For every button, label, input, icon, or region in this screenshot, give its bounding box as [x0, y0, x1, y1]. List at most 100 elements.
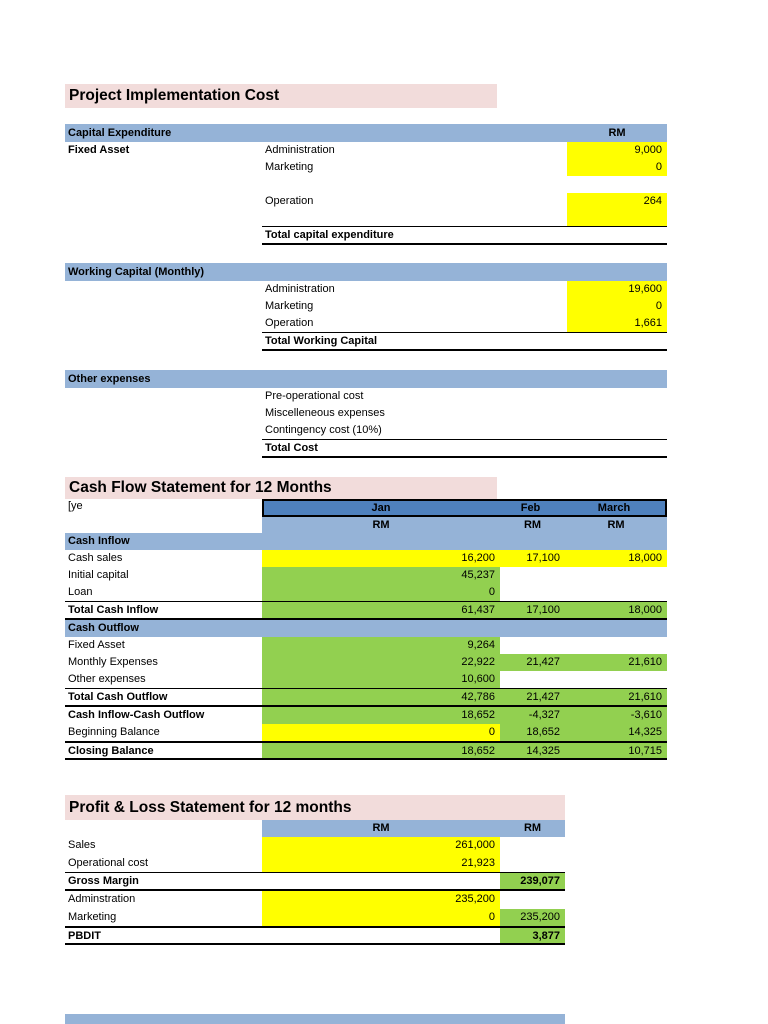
total-label: Closing Balance — [68, 745, 154, 757]
profit-loss-table: RM RM Sales 261,000 Operational cost 21,… — [65, 820, 565, 945]
empty-cell — [500, 637, 565, 654]
unit-label: RM — [262, 820, 500, 837]
table-row: Fixed Asset 9,264 — [65, 637, 667, 654]
input-cell: 19,600 — [567, 281, 667, 298]
total-row: Total Cost — [65, 439, 667, 458]
table-row: Contingency cost (10%) — [65, 422, 667, 439]
total-label: Total Cash Inflow — [68, 604, 159, 616]
total-row: Total capital expenditure — [65, 226, 667, 245]
row-label: Operation — [265, 195, 314, 207]
row-label: Operational cost — [68, 856, 149, 869]
total-label: Gross Margin — [68, 875, 139, 887]
input-cell: 264 — [567, 193, 667, 210]
empty-cell — [500, 891, 565, 909]
input-cell: 16,200 — [262, 550, 500, 567]
calc-cell: 14,325 — [565, 724, 667, 741]
empty-cell — [500, 671, 565, 688]
capex-header-row: Capital Expenditure RM — [65, 124, 667, 142]
row-label: Loan — [68, 586, 93, 598]
table-row: Initial capital 45,237 — [65, 567, 667, 584]
cash-outflow-header-label: Cash Outflow — [68, 622, 139, 634]
table-row: Cash sales 16,200 17,100 18,000 — [65, 550, 667, 567]
row-label: Marketing — [265, 300, 314, 312]
row-label: Cash Inflow-Cash Outflow — [68, 709, 205, 721]
table-row: Cash Inflow-Cash Outflow 18,652 -4,327 -… — [65, 707, 667, 724]
next-section-band-cutoff — [65, 1014, 565, 1024]
other-expenses-table: Other expenses Pre-operational cost Misc… — [65, 370, 667, 458]
table-row: Fixed Asset Administration 9,000 — [65, 142, 667, 159]
row-label: Beginning Balance — [68, 726, 160, 738]
working-capital-header-label: Working Capital (Monthly) — [68, 266, 205, 278]
other-expenses-header-row: Other expenses — [65, 370, 667, 388]
capex-header-label: Capital Expenditure — [68, 127, 172, 139]
total-row: PBDIT 3,877 — [65, 926, 565, 945]
month-header-feb: Feb — [520, 502, 541, 514]
row-label: Initial capital — [68, 569, 129, 581]
table-row: Administration 19,600 — [65, 281, 667, 298]
row-label: Miscelleneous expenses — [265, 407, 385, 419]
row-label: Fixed Asset — [68, 639, 125, 651]
calc-cell: 21,610 — [565, 654, 667, 671]
unit-label: RM — [565, 517, 667, 533]
total-label: Total capital expenditure — [265, 229, 394, 241]
unit-label: RM — [262, 517, 500, 533]
empty-cell — [500, 837, 565, 855]
table-row: Other expenses 10,600 — [65, 671, 667, 688]
unit-header-row: RM RM RM — [65, 517, 667, 533]
table-row: Operation 1,661 — [65, 315, 667, 332]
capex-unit-label: RM — [608, 127, 626, 139]
cash-inflow-header-row: Cash Inflow — [65, 533, 667, 550]
table-row: Marketing 0 235,200 — [65, 908, 565, 926]
section-title-project-implementation-cost: Project Implementation Cost — [65, 84, 497, 108]
row-label: Sales — [68, 839, 96, 851]
input-cell: 0 — [567, 159, 667, 176]
empty-cell — [500, 584, 565, 601]
calc-cell: 18,652 — [262, 743, 500, 758]
row-label: Cash sales — [68, 552, 123, 564]
month-header-march: March — [597, 502, 631, 514]
table-row: Marketing 0 — [65, 298, 667, 315]
calc-cell: 18,000 — [565, 602, 667, 618]
calc-cell: 10,715 — [565, 743, 667, 758]
unit-label: RM — [500, 517, 565, 533]
calc-cell: 18,652 — [500, 724, 565, 741]
month-header-row: [ye Jan Feb March — [65, 499, 667, 517]
empty-cell — [262, 873, 500, 889]
calc-cell: 0 — [262, 584, 500, 601]
calc-cell: -3,610 — [565, 707, 667, 724]
table-row: Loan 0 — [65, 584, 667, 601]
other-expenses-header-label: Other expenses — [68, 373, 151, 385]
corner-label: [ye — [68, 500, 83, 512]
total-label: Total Cost — [265, 442, 318, 454]
calc-cell: 10,600 — [262, 671, 500, 688]
empty-cell — [262, 928, 500, 943]
cash-outflow-header-row: Cash Outflow — [65, 620, 667, 637]
section-title-cash-flow-statement: Cash Flow Statement for 12 Months — [65, 477, 497, 499]
total-label: PBDIT — [68, 930, 101, 942]
input-cell: 235,200 — [262, 891, 500, 909]
input-cell: 261,000 — [262, 837, 500, 855]
month-header-box: Jan Feb March — [262, 499, 667, 517]
calc-cell: 18,652 — [262, 707, 500, 724]
row-label: Administration — [265, 283, 335, 295]
section-title-profit-loss-statement: Profit & Loss Statement for 12 months — [65, 795, 565, 820]
row-label: Monthly Expenses — [68, 656, 158, 668]
row-label: Contingency cost (10%) — [265, 424, 382, 436]
input-cell: 21,923 — [262, 854, 500, 872]
calc-cell: 21,427 — [500, 689, 565, 705]
calc-cell: 235,200 — [500, 908, 565, 926]
calc-cell: 17,100 — [500, 602, 565, 618]
input-cell: 18,000 — [565, 550, 667, 567]
row-label: Pre-operational cost — [265, 390, 364, 402]
input-cell: 1,661 — [567, 315, 667, 332]
table-row — [65, 210, 667, 226]
calc-cell: 42,786 — [262, 689, 500, 705]
table-row: Sales 261,000 — [65, 837, 565, 855]
table-row: Beginning Balance 0 18,652 14,325 — [65, 724, 667, 741]
calc-cell: 21,427 — [500, 654, 565, 671]
input-cell — [567, 210, 667, 226]
empty-cell — [500, 567, 565, 584]
empty-cell — [565, 567, 667, 584]
total-label: Total Working Capital — [265, 335, 378, 347]
